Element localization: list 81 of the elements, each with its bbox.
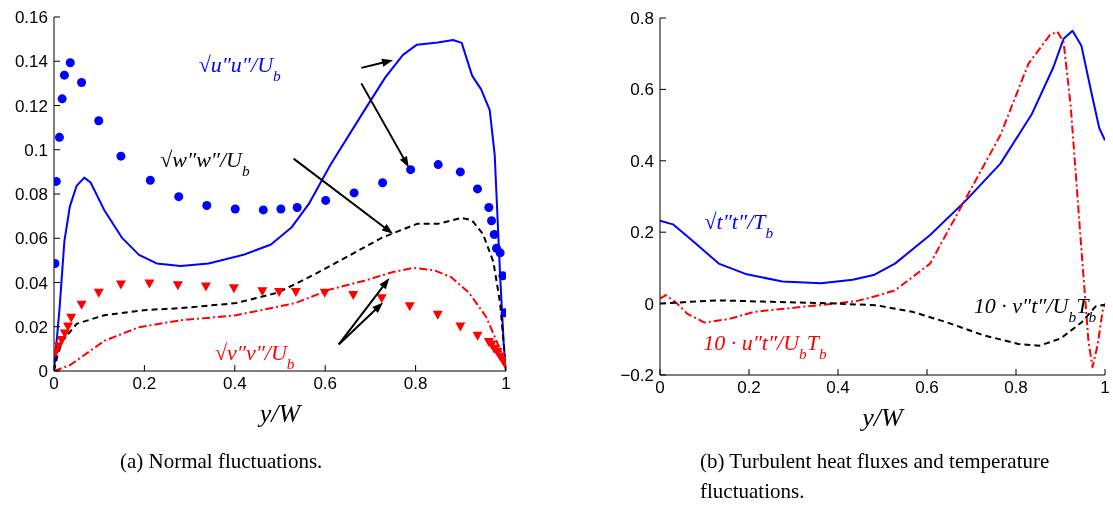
point [432, 310, 443, 320]
x-tick-label: 1 [1100, 378, 1110, 398]
series-label: √v″v″/U$_{b}$ [214, 339, 295, 372]
point [378, 178, 388, 188]
y-tick-label: 0.8 [630, 9, 654, 29]
point [77, 77, 87, 87]
x-tick-label: 0.4 [222, 374, 247, 394]
point [258, 205, 268, 215]
point [292, 203, 302, 212]
point [54, 132, 64, 142]
series-label: 10 · v″t″/U$_{b}$T$_{b}$ [973, 292, 1097, 325]
point [116, 151, 126, 161]
point [484, 203, 494, 212]
point [200, 282, 211, 292]
x-axis-title: y/W [256, 399, 303, 428]
point [321, 195, 331, 205]
x-axis-title: y/W [859, 403, 906, 432]
x-tick-label: 0.6 [313, 374, 338, 394]
point [66, 313, 77, 323]
point [144, 279, 155, 289]
y-tick-label: 0 [644, 294, 654, 314]
y-tick-label: 0.4 [630, 151, 654, 171]
x-tick-label: 0.6 [915, 378, 939, 398]
text: (b) Turbulent heat fluxes and temperature fluctuations. [700, 448, 1051, 505]
point [65, 58, 75, 68]
point [495, 248, 505, 258]
x-tick-label: 0.2 [737, 378, 761, 398]
point [76, 300, 87, 310]
point [487, 216, 497, 226]
y-tick-label: 0.16 [14, 8, 48, 28]
x-tick-label: 0.4 [826, 378, 850, 398]
point [59, 70, 69, 80]
point [498, 271, 506, 281]
x-tick-label: 0.2 [132, 374, 157, 394]
line-series [660, 30, 1105, 369]
point [433, 160, 443, 170]
point [472, 331, 483, 341]
y-tick-label: −0.2 [620, 366, 654, 386]
y-tick-label: 0.06 [14, 229, 48, 249]
point [348, 290, 359, 300]
point [406, 165, 416, 175]
point [202, 201, 212, 211]
y-tick-label: 0.12 [14, 96, 48, 116]
x-tick-label: 0.8 [1004, 378, 1028, 398]
point [93, 288, 104, 298]
text: √w″w″/U$_{b}$ [160, 147, 250, 179]
y-tick-label: 0.2 [630, 223, 654, 243]
y-tick-label: 0.14 [14, 52, 48, 72]
point [172, 281, 183, 291]
point [274, 288, 285, 298]
x-tick-label: 0.8 [403, 374, 428, 394]
series-label: √t″t″/T$_{b}$ [704, 208, 774, 241]
point [290, 288, 301, 298]
point [94, 116, 104, 126]
point [56, 336, 67, 346]
point [230, 204, 240, 214]
series-label: 10 · u″t″/U$_{b}$T$_{b}$ [703, 330, 828, 362]
point [473, 184, 483, 194]
y-tick-label: 0.04 [14, 273, 48, 293]
y-tick-label: 0.02 [14, 317, 48, 337]
y-tick-label: 0.1 [24, 140, 48, 160]
point [276, 204, 286, 214]
point [404, 302, 415, 312]
point [455, 167, 465, 177]
y-tick-label: 0.08 [14, 185, 48, 205]
line-series [660, 29, 1105, 285]
point [257, 287, 268, 297]
point [59, 329, 70, 339]
point [489, 229, 499, 239]
text: √u″u″/U$_{b}$ [198, 52, 282, 84]
point [228, 284, 239, 294]
point [319, 288, 330, 298]
point [376, 294, 387, 304]
y-tick-label: 0.6 [630, 80, 654, 100]
point [115, 280, 126, 290]
text: (a) Normal fluctuations. [120, 448, 324, 475]
x-tick-label: 1 [501, 374, 511, 394]
point [145, 175, 155, 185]
point [349, 188, 359, 198]
point [174, 192, 184, 202]
point [57, 94, 67, 104]
